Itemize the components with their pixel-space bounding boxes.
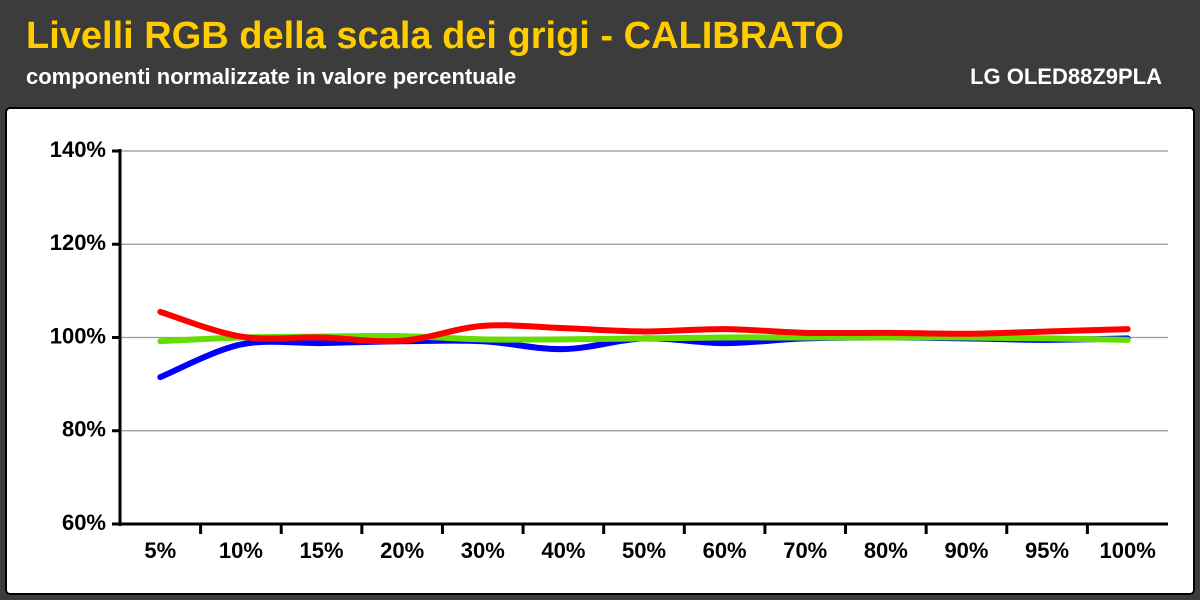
plot-panel bbox=[5, 107, 1195, 595]
x-tick-label: 90% bbox=[944, 538, 988, 563]
series-line bbox=[157, 308, 1131, 345]
y-tick-label: 80% bbox=[62, 417, 106, 442]
y-tick-label: 60% bbox=[62, 510, 106, 535]
x-tick-label: 60% bbox=[703, 538, 747, 563]
x-tick-label: 5% bbox=[144, 538, 176, 563]
x-tick-label: 40% bbox=[541, 538, 585, 563]
subtitle: componenti normalizzate in valore percen… bbox=[26, 64, 516, 89]
x-tick-label: 100% bbox=[1100, 538, 1156, 563]
x-tick-label: 30% bbox=[461, 538, 505, 563]
x-tick-label: 50% bbox=[622, 538, 666, 563]
x-tick-label: 20% bbox=[380, 538, 424, 563]
y-tick-label: 120% bbox=[50, 230, 106, 255]
model-label: LG OLED88Z9PLA bbox=[970, 64, 1162, 89]
y-tick-label: 100% bbox=[50, 323, 106, 348]
x-tick-label: 95% bbox=[1025, 538, 1069, 563]
x-tick-label: 70% bbox=[783, 538, 827, 563]
x-tick-label: 10% bbox=[219, 538, 263, 563]
x-tick-label: 15% bbox=[300, 538, 344, 563]
chart-title: Livelli RGB della scala dei grigi - CALI… bbox=[26, 15, 844, 57]
y-tick-label: 140% bbox=[50, 137, 106, 162]
x-tick-label: 80% bbox=[864, 538, 908, 563]
